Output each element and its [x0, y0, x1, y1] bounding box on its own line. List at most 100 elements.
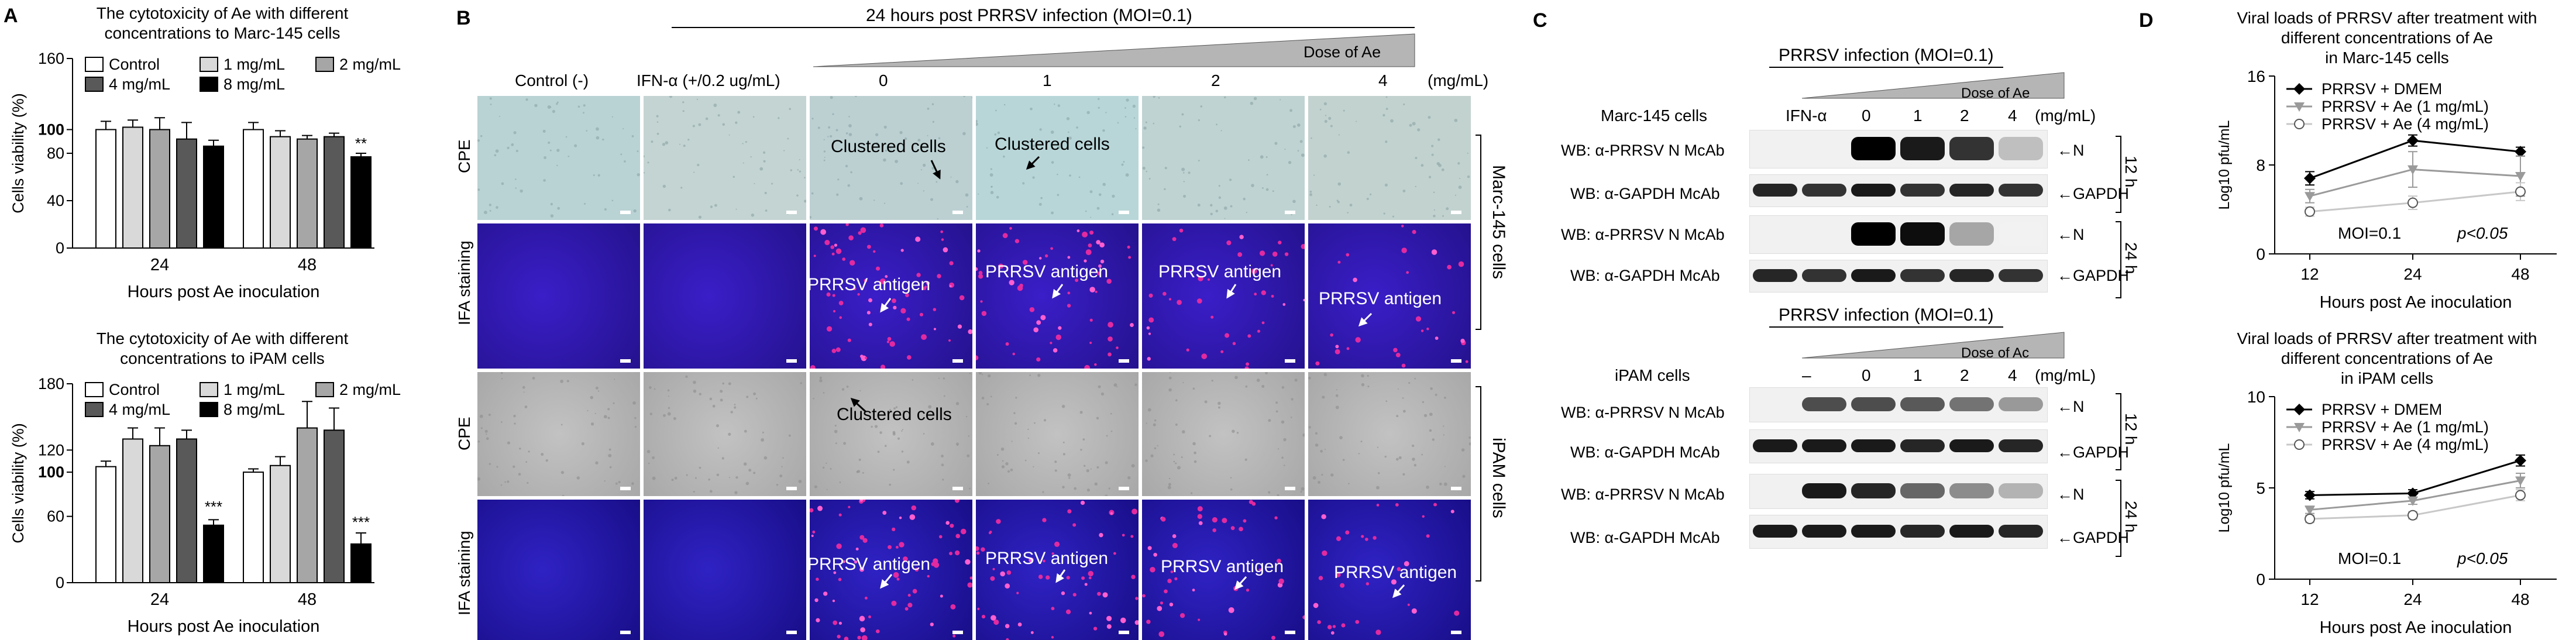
- micrograph-r1-c5: [1142, 96, 1305, 220]
- chart-a-bottom-title-line2: concentrations to iPAM cells: [120, 349, 325, 367]
- c-n-3-text: N: [2073, 398, 2085, 415]
- b-ann-antigen-3: PRRSV antigen: [1158, 262, 1282, 281]
- legend-label: 4 mg/mL: [109, 75, 170, 93]
- c-dose-4b: 4: [2008, 366, 2017, 384]
- chart-a-top-title-line2: concentrations to Marc-145 cells: [104, 24, 341, 42]
- c-24h-1: 24 h: [2122, 242, 2140, 274]
- c-12h-1: 12 h: [2122, 156, 2140, 188]
- data-point: [2305, 514, 2315, 525]
- c-dose-2b: 2: [1960, 366, 1969, 384]
- legend-label: PRRSV + Ae (4 mg/mL): [2322, 115, 2489, 133]
- bar: [243, 129, 264, 249]
- legend-label: 4 mg/mL: [109, 401, 170, 418]
- c-wb-g-4: WB: α-GAPDH McAb: [1570, 529, 1720, 546]
- d-top-title: Viral loads of PRRSV after treatment wit…: [2206, 8, 2568, 68]
- micrograph-r2-c3: [810, 223, 972, 369]
- legend-label: Control: [109, 56, 160, 73]
- blot-band: [1949, 222, 1994, 246]
- p-value-label: p<0.05: [2457, 224, 2508, 242]
- b-ann-antigen-7: PRRSV antigen: [1161, 557, 1284, 576]
- micrograph-r2-c5: [1142, 223, 1305, 369]
- c-wb-g-1: WB: α-GAPDH McAb: [1570, 185, 1720, 202]
- blot-band: [1999, 439, 2043, 452]
- x-tick-label: 24: [150, 256, 169, 274]
- blot-band: [1851, 397, 1896, 411]
- micrograph-r1-c2: [644, 96, 806, 220]
- c-infection-2: PRRSV infection (MOI=0.1): [1779, 305, 1994, 325]
- blot-band: [1802, 483, 1846, 498]
- c-gapdh-4-text: GAPDH: [2073, 529, 2130, 546]
- c-unit-2: (mg/mL): [2035, 366, 2096, 384]
- b-ann-antigen-8: PRRSV antigen: [1334, 563, 1457, 582]
- c-n-1: ←N: [2057, 142, 2085, 159]
- blot-strip: [1749, 474, 2048, 509]
- y-tick-label: 60: [47, 508, 64, 525]
- p-value-label: p<0.05: [2457, 549, 2508, 567]
- c-bracket-24h-2: [2116, 480, 2121, 557]
- blot-band: [1900, 184, 1945, 197]
- micrograph-texture: [810, 500, 972, 640]
- bar: [122, 126, 143, 249]
- micrograph-texture: [976, 226, 1134, 369]
- chart-d-bottom: 0 5 10 12 24 48 Log10 pfu/mL Hours post Ae inoc…: [2216, 390, 2557, 637]
- c-n-4-text: N: [2073, 486, 2085, 503]
- data-point: [2515, 172, 2526, 181]
- blot-band: [1753, 439, 1797, 452]
- blot-band: [1949, 137, 1994, 160]
- blot-band: [1851, 222, 1896, 246]
- legend-label: 8 mg/mL: [223, 75, 285, 93]
- c-minus-label: –: [1802, 366, 1811, 384]
- c-infection-line-2: [1769, 326, 2003, 328]
- micrograph-r2-c2: [644, 223, 806, 369]
- bar: [149, 445, 170, 584]
- micrograph-texture: [810, 223, 972, 369]
- d-bottom-title: Viral loads of PRRSV after treatment wit…: [2206, 329, 2568, 388]
- data-point: [2407, 487, 2419, 500]
- micrograph-r1-c3: [810, 96, 972, 220]
- legend-label: PRRSV + Ae (1 mg/mL): [2322, 98, 2489, 115]
- micrograph-texture: [1315, 225, 1468, 368]
- micrograph-texture: [620, 631, 631, 634]
- c-wb-n-3: WB: α-PRRSV N McAb: [1561, 404, 1725, 421]
- micrograph-r4-c4: [976, 500, 1139, 640]
- data-point: [2294, 119, 2305, 129]
- b-ann-antigen-6: PRRSV antigen: [985, 549, 1109, 568]
- c-dose-0: 0: [1862, 106, 1871, 125]
- blot-band: [1851, 483, 1896, 498]
- c-ifn-label: IFN-α: [1786, 106, 1827, 125]
- x-tick-label: 48: [298, 256, 317, 274]
- blot-band: [1900, 483, 1945, 498]
- micrograph-r4-c3: [810, 500, 972, 640]
- data-point: [2294, 102, 2305, 112]
- micrograph-texture: [978, 372, 1137, 496]
- blot-band: [1900, 222, 1945, 246]
- panel-label-a: A: [4, 5, 18, 27]
- blot-band: [1949, 439, 1994, 452]
- b-label-marc: Marc-145 cells: [1489, 165, 1508, 280]
- c-dose-4: 4: [2008, 106, 2017, 125]
- chart-a-bottom: 0 60 100 120 180 Cells viability (%) Hours pos…: [9, 375, 401, 636]
- y-tick-label: 100: [38, 121, 64, 139]
- c-gapdh-3-text: GAPDH: [2073, 443, 2130, 461]
- micrograph-texture: [813, 372, 971, 491]
- bar: [122, 438, 143, 583]
- c-wb-n-2: WB: α-PRRSV N McAb: [1561, 226, 1725, 243]
- y-tick-label: 0: [2256, 245, 2265, 263]
- c-infection-line-1: [1769, 67, 2003, 68]
- b-ann-clustered-2: Clustered cells: [995, 135, 1110, 154]
- panel-label-b: B: [456, 7, 471, 29]
- c-wb-n-4: WB: α-PRRSV N McAb: [1561, 486, 1725, 503]
- bar: [270, 136, 291, 249]
- x-tick-label: 48: [298, 590, 317, 609]
- b-row-ifa-2: IFA staining: [455, 531, 473, 615]
- c-gapdh-2: ←GAPDH: [2057, 267, 2130, 284]
- y-axis-label: Log10 pfu/mL: [2216, 443, 2233, 532]
- d-top-title-line3: in Marc-145 cells: [2325, 49, 2449, 67]
- c-gapdh-1-text: GAPDH: [2073, 185, 2130, 202]
- blot-band: [1999, 222, 2043, 246]
- y-tick-label: 16: [2247, 69, 2265, 85]
- y-tick-label: 0: [2256, 570, 2265, 589]
- b-label-ipam: iPAM cells: [1489, 438, 1508, 518]
- b-col-ifn: IFN-α (+/0.2 ug/mL): [637, 71, 780, 90]
- c-24h-2: 24 h: [2122, 501, 2140, 533]
